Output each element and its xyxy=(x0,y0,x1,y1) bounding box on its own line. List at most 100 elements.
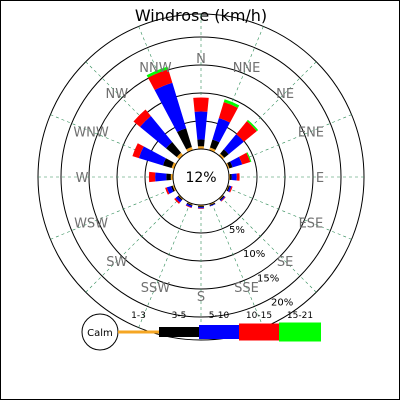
ring-label-1: 5% xyxy=(229,225,245,236)
bar-SE-5-10 xyxy=(220,196,226,202)
bar-NE-15-21 xyxy=(246,119,259,132)
bar-WNW-5-10 xyxy=(138,146,166,166)
ring-4 xyxy=(60,36,342,318)
spoke-ESE xyxy=(226,187,352,240)
bar-WSW-5-10 xyxy=(166,186,174,194)
bar-S-5-10 xyxy=(197,207,205,209)
ring-label-2: 10% xyxy=(243,249,265,260)
spoke-NE xyxy=(220,61,317,158)
bar-NE-1-3 xyxy=(218,153,225,160)
bar-S-10-15 xyxy=(197,208,205,209)
bar-SSW-5-10 xyxy=(185,203,193,208)
bar-NNE-3-5 xyxy=(209,139,220,150)
calm-center-circle xyxy=(172,148,230,206)
bar-W-5-10 xyxy=(155,172,167,182)
bar-NNW-3-5 xyxy=(176,128,192,150)
bar-ESE-5-10 xyxy=(227,185,232,193)
direction-label-W: W xyxy=(76,171,89,186)
bar-WSW-1-3 xyxy=(172,185,177,191)
legend-label-5-10: 5-10 xyxy=(209,311,230,321)
bar-ENE-5-10 xyxy=(230,156,243,168)
bar-SW-5-10 xyxy=(175,196,182,203)
bar-ENE-15-21 xyxy=(246,152,252,163)
direction-label-SSE: SSE xyxy=(234,281,259,296)
legend-swatch-10-15 xyxy=(239,323,279,341)
direction-label-NW: NW xyxy=(106,87,129,102)
bar-NW-1-3 xyxy=(176,152,184,160)
legend-swatch-5-10 xyxy=(199,325,239,339)
direction-label-N: N xyxy=(196,52,206,67)
direction-label-WNW: WNW xyxy=(73,125,109,140)
bar-SSE-3-5 xyxy=(209,202,216,206)
bar-WNW-10-15 xyxy=(132,143,144,159)
spoke-SW xyxy=(85,196,182,293)
bar-NNE-5-10 xyxy=(212,118,231,143)
legend-swatch-15-21 xyxy=(279,322,321,342)
direction-label-E: E xyxy=(316,171,324,186)
bar-NNE-10-15 xyxy=(218,101,238,123)
bar-N-5-10 xyxy=(194,111,208,140)
direction-label-SE: SE xyxy=(277,255,293,270)
bar-N-3-5 xyxy=(197,139,205,147)
bar-ESE-3-5 xyxy=(226,185,230,192)
spoke-SSE xyxy=(211,202,264,328)
bar-NE-5-10 xyxy=(223,134,244,155)
bar-WNW-1-3 xyxy=(171,162,177,169)
bar-NW-10-15 xyxy=(133,109,151,127)
bar-NNW-1-3 xyxy=(186,146,193,153)
direction-label-WSW: WSW xyxy=(74,217,108,232)
legend-label-15-21: 15-21 xyxy=(287,311,313,321)
bar-N-10-15 xyxy=(193,97,209,112)
bar-E-3-5 xyxy=(229,173,232,181)
spoke-NNE xyxy=(211,26,264,152)
bar-ESE-10-15 xyxy=(229,186,233,193)
spoke-NW xyxy=(85,61,182,158)
bar-NNE-1-3 xyxy=(209,147,216,153)
bar-S-3-5 xyxy=(198,205,204,208)
bar-SSE-5-10 xyxy=(209,203,216,207)
spoke-ENE xyxy=(226,114,352,167)
bar-ENE-3-5 xyxy=(227,161,233,169)
direction-label-NNW: NNW xyxy=(139,61,171,76)
bar-SSW-3-5 xyxy=(186,202,193,206)
bar-WNW-3-5 xyxy=(162,158,174,169)
bar-NW-5-10 xyxy=(139,115,173,149)
bar-E-5-10 xyxy=(231,173,237,181)
ring-label-3: 15% xyxy=(257,273,279,284)
spoke-WSW xyxy=(50,187,176,240)
direction-label-SSW: SSW xyxy=(141,281,171,296)
legend-swatch-3-5 xyxy=(159,327,199,337)
direction-label-S: S xyxy=(197,290,205,305)
direction-label-ENE: ENE xyxy=(298,125,324,140)
bar-NNW-15-21 xyxy=(146,66,169,78)
direction-label-NNE: NNE xyxy=(233,61,261,76)
bar-E-10-15 xyxy=(236,173,240,181)
direction-label-SW: SW xyxy=(106,255,127,270)
bar-WSW-3-5 xyxy=(170,185,175,192)
bar-NNE-15-21 xyxy=(223,99,240,108)
bar-SW-3-5 xyxy=(177,195,183,201)
bar-N-1-3 xyxy=(197,146,205,150)
spoke-SSW xyxy=(138,202,191,328)
bar-NE-10-15 xyxy=(236,121,257,142)
legend-label-10-15: 10-15 xyxy=(246,311,272,321)
bar-SSW-10-15 xyxy=(185,205,192,209)
bar-NNW-10-15 xyxy=(147,69,173,91)
bar-NE-3-5 xyxy=(220,149,229,158)
bar-SW-10-15 xyxy=(174,197,181,204)
calm-percent-label: 12% xyxy=(185,170,216,186)
legend-calm-label: Calm xyxy=(87,328,113,339)
bar-ENE-10-15 xyxy=(239,152,251,165)
bar-W-10-15 xyxy=(148,171,156,183)
bar-NNW-5-10 xyxy=(154,82,187,133)
bar-WSW-10-15 xyxy=(165,187,170,195)
bar-ENE-1-3 xyxy=(225,163,230,169)
legend-swatch-1-3 xyxy=(118,330,159,334)
bar-SE-3-5 xyxy=(219,195,225,201)
bar-W-3-5 xyxy=(166,173,171,181)
ring-label-4: 20% xyxy=(271,298,293,309)
legend-label-3-5: 3-5 xyxy=(172,311,187,321)
bar-SE-10-15 xyxy=(220,196,226,202)
